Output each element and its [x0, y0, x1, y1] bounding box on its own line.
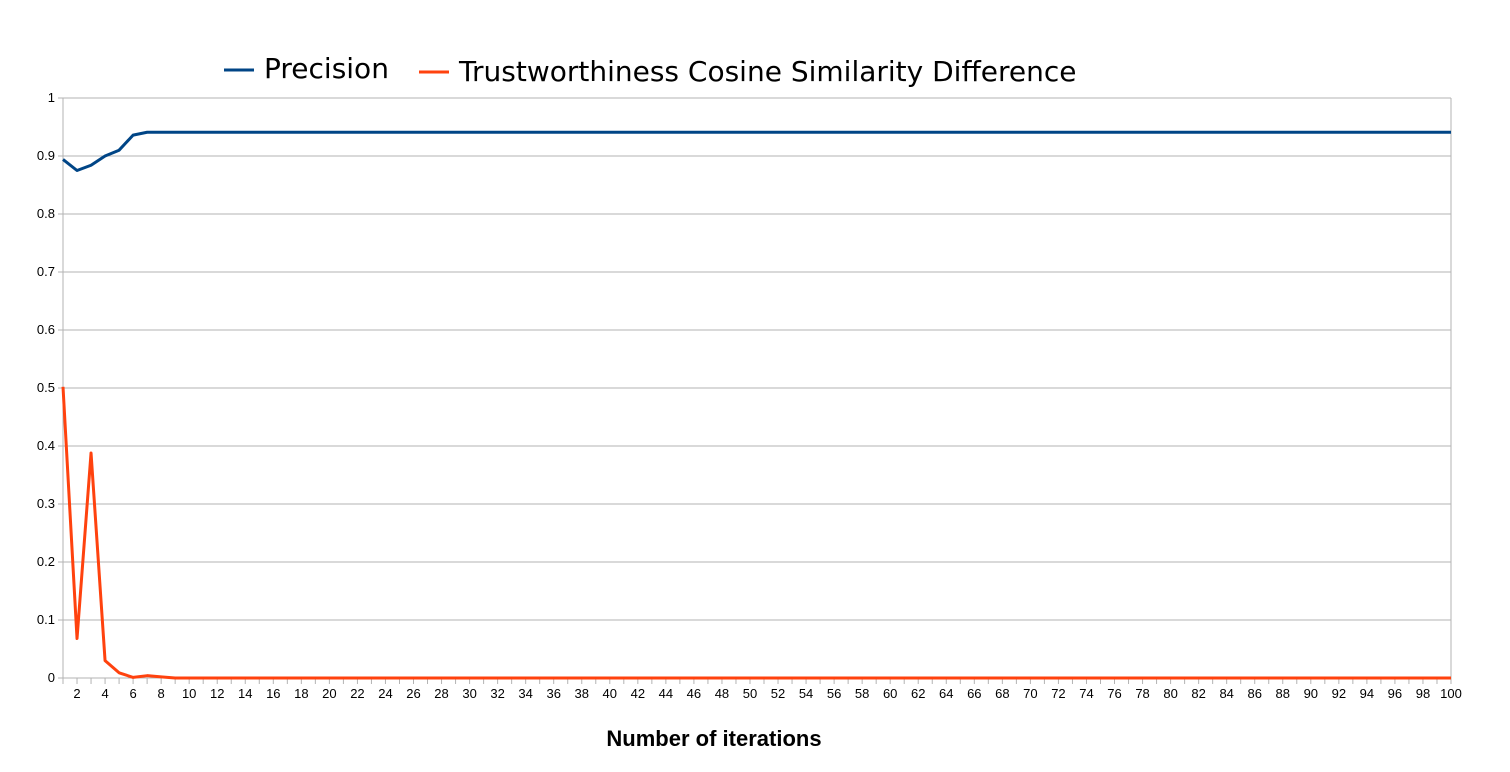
x-tick-label: 62	[911, 686, 925, 701]
x-tick-label: 18	[294, 686, 308, 701]
x-tick-label: 22	[350, 686, 364, 701]
x-tick-label: 6	[129, 686, 136, 701]
x-tick-label: 72	[1051, 686, 1065, 701]
x-tick-label: 80	[1163, 686, 1177, 701]
x-tick-label: 46	[687, 686, 701, 701]
y-tick-label: 1	[48, 90, 55, 105]
series-line-trustworthiness-cosine-similarity-difference	[61, 386, 1451, 680]
x-tick-label: 94	[1360, 686, 1374, 701]
y-tick-label: 0.4	[37, 438, 55, 453]
x-tick-label: 12	[210, 686, 224, 701]
x-tick-label: 76	[1107, 686, 1121, 701]
x-tick-label: 34	[518, 686, 532, 701]
x-tick-label: 54	[799, 686, 813, 701]
x-tick-label: 44	[659, 686, 673, 701]
x-tick-label: 2	[73, 686, 80, 701]
x-tick-label: 92	[1332, 686, 1346, 701]
series-lines	[61, 130, 1451, 680]
x-tick-label: 74	[1079, 686, 1093, 701]
x-tick-label: 68	[995, 686, 1009, 701]
x-tick-label: 78	[1135, 686, 1149, 701]
x-tick-label: 4	[101, 686, 108, 701]
x-tick-label: 84	[1219, 686, 1233, 701]
y-tick-label: 0.6	[37, 322, 55, 337]
x-axis-label: Number of iterations	[606, 726, 821, 751]
x-tick-label: 10	[182, 686, 196, 701]
grid	[58, 97, 1452, 684]
x-tick-label: 48	[715, 686, 729, 701]
x-tick-label: 16	[266, 686, 280, 701]
y-tick-label: 0.2	[37, 554, 55, 569]
y-tick-label: 0.8	[37, 206, 55, 221]
legend: Precision Trustworthiness Cosine Similar…	[224, 52, 1076, 88]
x-tick-label: 100	[1440, 686, 1462, 701]
x-tick-label: 52	[771, 686, 785, 701]
x-tick-label: 36	[546, 686, 560, 701]
x-tick-label: 32	[490, 686, 504, 701]
y-tick-label: 0.7	[37, 264, 55, 279]
x-tick-label: 50	[743, 686, 757, 701]
x-tick-label: 82	[1191, 686, 1205, 701]
x-tick-label: 64	[939, 686, 953, 701]
x-tick-label: 26	[406, 686, 420, 701]
x-tick-label: 8	[158, 686, 165, 701]
x-tick-label: 30	[462, 686, 476, 701]
x-tick-label: 70	[1023, 686, 1037, 701]
x-tick-label: 20	[322, 686, 336, 701]
x-tick-label: 38	[575, 686, 589, 701]
y-tick-label: 0.5	[37, 380, 55, 395]
x-tick-label: 98	[1416, 686, 1430, 701]
series-line-precision	[62, 130, 1451, 172]
x-tick-label: 60	[883, 686, 897, 701]
x-tick-label: 56	[827, 686, 841, 701]
legend-label-trustworthiness: Trustworthiness Cosine Similarity Differ…	[458, 55, 1076, 88]
y-tick-label: 0	[48, 670, 55, 685]
x-tick-label: 14	[238, 686, 252, 701]
x-tick-label: 86	[1247, 686, 1261, 701]
x-tick-label: 58	[855, 686, 869, 701]
x-tick-label: 42	[631, 686, 645, 701]
x-tick-label: 40	[603, 686, 617, 701]
x-tick-label: 24	[378, 686, 392, 701]
y-axis-ticks: 0 0.1 0.2 0.3 0.4 0.5 0.6 0.7 0.8 0.9 1	[37, 90, 55, 685]
y-tick-label: 0.1	[37, 612, 55, 627]
legend-label-precision: Precision	[264, 52, 389, 85]
x-tick-label: 88	[1276, 686, 1290, 701]
y-tick-label: 0.3	[37, 496, 55, 511]
y-tick-label: 0.9	[37, 148, 55, 163]
x-axis-ticks: 2 4 6 8 10 12 14 16 18 20 22 24 26 28 30 32 34 36 38 40 42 44…	[73, 686, 1461, 701]
x-tick-label: 28	[434, 686, 448, 701]
x-tick-label: 96	[1388, 686, 1402, 701]
x-tick-label: 90	[1304, 686, 1318, 701]
x-tick-label: 66	[967, 686, 981, 701]
